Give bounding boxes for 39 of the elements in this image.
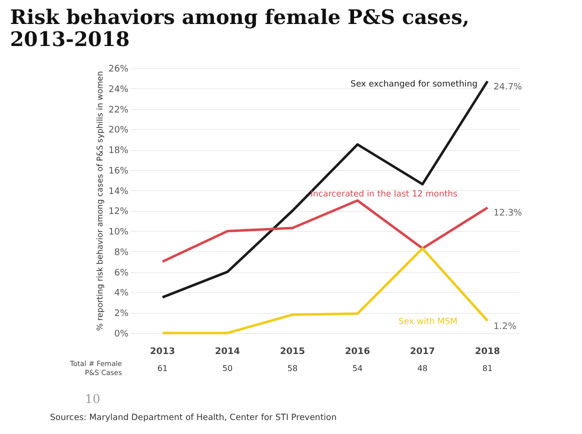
data-label: 12.3% (494, 208, 523, 219)
y-tick-label: 0% (114, 330, 129, 340)
y-tick-label: 22% (108, 105, 129, 116)
x-tick-label: 2014 (214, 347, 240, 357)
x-tick-label: 2013 (150, 347, 176, 357)
data-label: 24.7% (494, 82, 523, 92)
line-series (161, 247, 489, 334)
text: 61 (157, 364, 168, 373)
text: 54 (352, 364, 363, 373)
chart-title: Risk behaviors among female P&S cases, 2013-2018 (10, 5, 470, 51)
text: Sex with MSM (398, 316, 458, 327)
source-note: Sources: Maryland Department of Health, Center for STI Prevention (50, 413, 337, 423)
x-tick-label: 2018 (474, 347, 500, 357)
y-tick-label: 10% (108, 228, 129, 238)
y-tick-label: 16% (108, 166, 129, 176)
x-tick-label: 2015 (280, 347, 306, 357)
y-tick-label: 6% (114, 268, 129, 278)
y-tick-label: 12% (108, 207, 129, 218)
text: 58 (287, 364, 298, 373)
text: 48 (417, 364, 428, 373)
y-tick-label: 24% (108, 84, 129, 95)
x-tick-label: 2016 (344, 347, 370, 357)
y-tick-label: 2% (114, 309, 129, 320)
y-tick-label: 14% (108, 186, 129, 197)
line-series (161, 80, 489, 299)
text: Incarcerated in the last 12 months (310, 190, 458, 200)
series-label: Sex exchanged for something (350, 79, 478, 90)
text: 81 (482, 364, 493, 373)
data-label: 1.2% (494, 322, 517, 332)
y-tick-label: 26% (108, 64, 129, 74)
text: 10 (85, 392, 100, 406)
line-series (161, 199, 489, 263)
y-tick-label: 8% (114, 248, 129, 258)
text: 50 (222, 364, 233, 373)
y-tick-label: 20% (108, 126, 129, 136)
x-tick-label: 2017 (410, 347, 436, 357)
y-axis-title: % reporting risk behavior among cases of P&S syphilis in women (95, 71, 104, 331)
y-tick-label: 18% (108, 146, 129, 156)
y-tick-label: 4% (114, 288, 129, 299)
